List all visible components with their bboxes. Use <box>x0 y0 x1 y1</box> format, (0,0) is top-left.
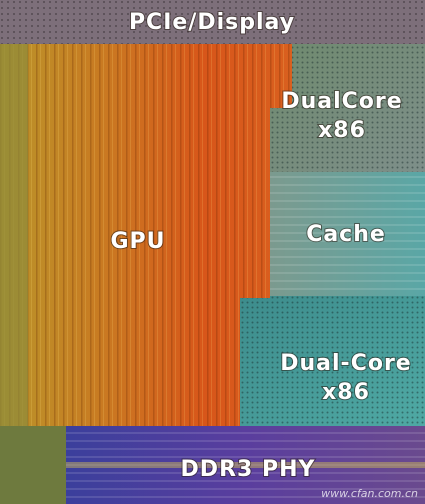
cpu-top-label: x86 <box>318 118 366 143</box>
pcie-label: PCIe/Display <box>129 10 295 35</box>
gpu-label: GPU <box>110 229 165 254</box>
cache-texture <box>268 172 425 300</box>
pcie-texture <box>0 0 425 44</box>
cache-label: Cache <box>306 222 386 247</box>
cpu-bottom-label: x86 <box>322 380 370 405</box>
watermark: www.cfan.com.cn <box>321 487 418 500</box>
cpu-bottom-label: Dual-Core <box>280 351 411 376</box>
gpu-texture <box>0 44 292 426</box>
ddr-label: DDR3 PHY <box>181 457 316 482</box>
ddr-left-block <box>0 426 66 504</box>
gpu-edge <box>0 44 28 426</box>
ddr-bus <box>66 462 425 468</box>
cpu-bottom-texture <box>238 296 425 426</box>
cpu-top-label: DualCore <box>281 89 402 114</box>
cpu-top-texture <box>268 44 425 172</box>
